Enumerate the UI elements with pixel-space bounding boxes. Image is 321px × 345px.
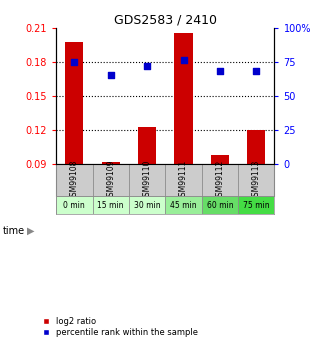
Text: GSM99108: GSM99108 [70,159,79,200]
Text: 45 min: 45 min [170,200,197,209]
Bar [56,164,92,196]
Text: GSM99109: GSM99109 [106,159,115,201]
Bar [138,127,156,164]
Text: ▶: ▶ [27,226,35,236]
Bar [165,164,202,196]
Bar [247,130,265,164]
Bar [65,42,83,164]
Text: 0 min: 0 min [64,200,85,209]
Text: GSM99113: GSM99113 [252,159,261,200]
Text: 15 min: 15 min [98,200,124,209]
Point [72,59,77,65]
Bar [92,196,129,214]
Bar [211,155,229,164]
Point [217,68,222,74]
Bar [238,164,274,196]
Text: GSM99110: GSM99110 [143,159,152,200]
Bar [129,164,165,196]
Bar [56,196,92,214]
Bar [102,162,120,164]
Point [181,58,186,63]
Text: 75 min: 75 min [243,200,270,209]
Point [254,68,259,74]
Text: 30 min: 30 min [134,200,160,209]
Legend: log2 ratio, percentile rank within the sample: log2 ratio, percentile rank within the s… [43,317,198,337]
Point [144,63,150,68]
Bar [129,196,165,214]
Bar [165,196,202,214]
Bar [238,196,274,214]
Bar [202,164,238,196]
Text: GSM99111: GSM99111 [179,159,188,200]
Bar [174,33,193,164]
Text: time: time [3,226,25,236]
Title: GDS2583 / 2410: GDS2583 / 2410 [114,13,217,27]
Text: 60 min: 60 min [207,200,233,209]
Bar [202,196,238,214]
Text: GSM99112: GSM99112 [215,159,224,200]
Bar [92,164,129,196]
Point [108,72,113,78]
